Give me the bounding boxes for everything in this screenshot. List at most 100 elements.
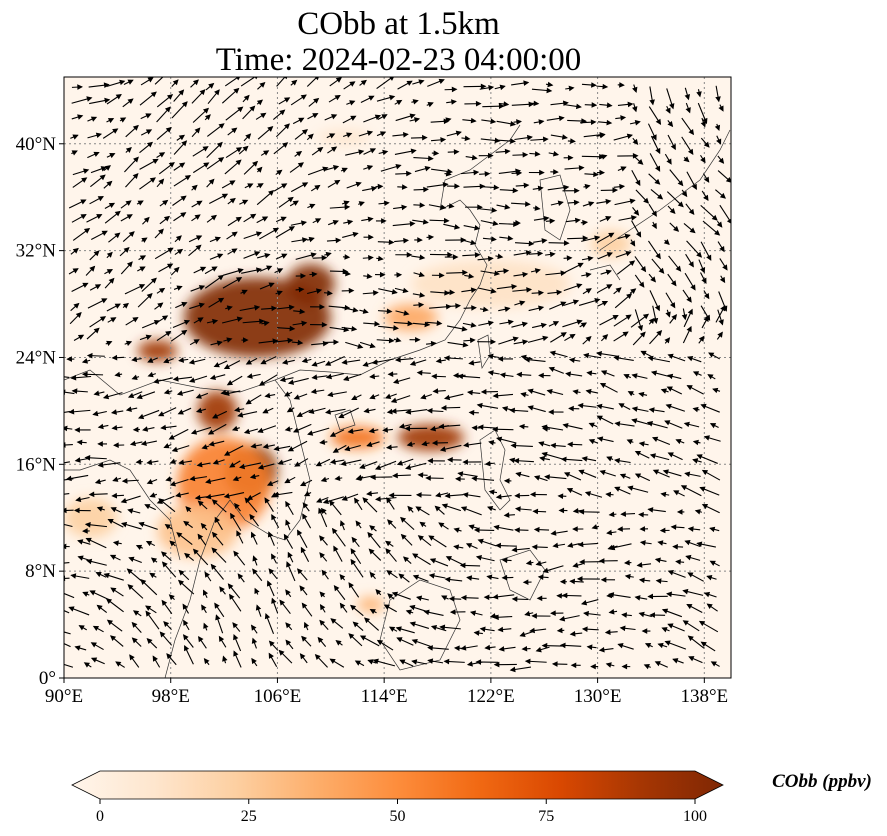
wind-vector-head	[152, 655, 158, 662]
wind-vector-head	[297, 162, 304, 168]
wind-vector-head	[369, 525, 376, 531]
wind-vector-head	[93, 151, 100, 157]
wind-vector-head	[467, 389, 473, 396]
wind-vector-head	[354, 660, 362, 666]
wind-vector-head	[719, 245, 725, 253]
wind-vector-head	[271, 514, 277, 521]
wind-vector-head	[341, 167, 348, 173]
wind-vector-head	[107, 118, 115, 124]
wind-vector-head	[682, 588, 689, 595]
wind-vector-head	[566, 488, 574, 494]
wind-vector-head	[246, 373, 253, 379]
wind-vector-head	[510, 442, 517, 449]
wind-vector-head	[300, 546, 306, 554]
wind-vector-head	[424, 321, 431, 328]
wind-vector-head	[514, 492, 520, 499]
wind-vector-head	[492, 426, 498, 433]
wind-vector-head	[104, 165, 111, 171]
wind-vector-head	[585, 272, 592, 278]
wind-vector-head	[568, 405, 574, 412]
wind-vector-head	[655, 147, 661, 155]
wind-vector-head	[96, 506, 103, 512]
wind-vector-head	[243, 428, 251, 435]
wind-vector-head	[438, 522, 445, 528]
wind-vector-head	[643, 197, 650, 204]
wind-vector-head	[106, 619, 114, 626]
wind-vector-head	[510, 120, 517, 127]
wind-vector-head	[688, 208, 695, 216]
wind-vector-head	[460, 237, 467, 243]
wind-vector-head	[300, 273, 307, 279]
wind-vector	[64, 493, 70, 495]
wind-vector-head	[214, 602, 220, 609]
wind-vector-head	[522, 339, 529, 345]
wind-vector-head	[267, 531, 274, 538]
wind-vector-head	[648, 317, 655, 325]
wind-vector-head	[630, 215, 638, 221]
wind-vector-head	[700, 157, 706, 164]
wind-vector-head	[404, 425, 411, 432]
wind-vector-head	[449, 609, 456, 615]
wind-vector-head	[696, 454, 703, 460]
wind-vector-head	[469, 610, 477, 616]
wind-vector-head	[83, 168, 90, 174]
wind-vector-head	[344, 204, 351, 210]
wind-vector-head	[93, 327, 100, 334]
wind-vector-head	[95, 571, 102, 578]
wind-vector-head	[511, 546, 518, 553]
wind-vector-head	[605, 198, 612, 205]
wind-vector-head	[539, 169, 545, 176]
wind-vector-head	[372, 658, 379, 665]
wind-vector-head	[692, 439, 699, 446]
wind-vector-head	[279, 599, 286, 606]
wind-vector	[154, 77, 164, 85]
wind-vector-head	[204, 571, 210, 578]
wind-vector-head	[359, 635, 367, 641]
wind-vector-head	[509, 666, 516, 673]
wind-vector-head	[415, 492, 422, 498]
wind-vector-head	[412, 553, 419, 559]
wind-vector-head	[252, 555, 258, 562]
wind-vector-head	[474, 225, 481, 231]
wind-vector-head	[396, 460, 404, 466]
wind-vector-head	[549, 350, 556, 357]
wind-vector-head	[283, 533, 290, 540]
wind-vector-head	[181, 329, 188, 336]
wind-vector-head	[182, 603, 188, 610]
wind-vector-head	[634, 595, 641, 601]
wind-vector-head	[176, 285, 183, 291]
wind-vector-head	[606, 119, 613, 126]
wind-vector-head	[429, 558, 437, 564]
wind-vector-head	[469, 337, 476, 344]
wind-vector-head	[576, 283, 583, 289]
wind-vector-head	[192, 79, 199, 86]
wind-vector-head	[608, 511, 615, 518]
wind-vector-head	[229, 180, 236, 186]
wind-vector-head	[375, 588, 382, 596]
wind-vector-head	[542, 136, 549, 143]
wind-vector-head	[493, 524, 500, 531]
wind-vector-head	[491, 236, 497, 242]
map-area[interactable]	[49, 70, 732, 678]
wind-vector-head	[424, 165, 431, 172]
wind-vector-head	[513, 457, 520, 464]
wind-vector-head	[687, 148, 694, 155]
wind-vector-head	[398, 423, 405, 429]
wind-vector-head	[655, 578, 662, 584]
wind-vector-head	[233, 634, 239, 641]
wind-vector-head	[276, 290, 283, 296]
wind-vector-head	[222, 655, 228, 662]
wind-vector-head	[445, 171, 452, 177]
wind-vector-head	[100, 166, 107, 172]
wind-vector-head	[538, 290, 545, 296]
coastlines	[64, 124, 731, 678]
wind-vector-head	[470, 322, 477, 328]
wind-vector-head	[333, 339, 340, 345]
wind-vector-head	[99, 316, 107, 322]
wind-vector-head	[315, 288, 323, 294]
wind-vector-head	[359, 463, 366, 470]
wind-vector-head	[631, 418, 638, 424]
wind-vector-head	[178, 134, 186, 141]
wind-vector-head	[198, 285, 206, 291]
wind-vector-head	[56, 411, 60, 415]
